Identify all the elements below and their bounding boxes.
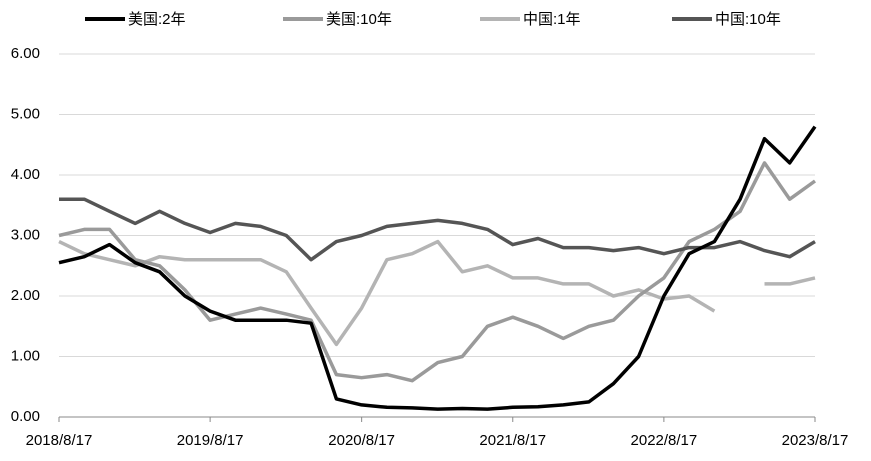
x-tick-label: 2018/8/17 — [26, 432, 93, 449]
y-tick-label: 3.00 — [11, 226, 40, 243]
y-tick-label: 2.00 — [11, 287, 40, 304]
legend-label: 美国:2年 — [128, 11, 186, 28]
series-line — [58, 161, 817, 383]
y-tick-label: 4.00 — [11, 166, 40, 183]
series-line — [59, 197, 816, 262]
legend-label: 美国:10年 — [326, 11, 392, 28]
legend-label: 中国:1年 — [523, 11, 581, 28]
x-tick-label: 2021/8/17 — [479, 432, 546, 449]
x-tick-label: 2019/8/17 — [177, 432, 244, 449]
legend-label: 中国:10年 — [715, 11, 781, 28]
y-tick-label: 0.00 — [11, 408, 40, 425]
y-tick-label: 1.00 — [11, 347, 40, 364]
x-tick-label: 2022/8/17 — [631, 432, 698, 449]
series-line — [58, 125, 817, 411]
series-line — [58, 239, 816, 347]
x-tick-label: 2023/8/17 — [782, 432, 849, 449]
y-tick-label: 5.00 — [11, 105, 40, 122]
x-tick-label: 2020/8/17 — [328, 432, 395, 449]
y-tick-label: 6.00 — [11, 45, 40, 62]
